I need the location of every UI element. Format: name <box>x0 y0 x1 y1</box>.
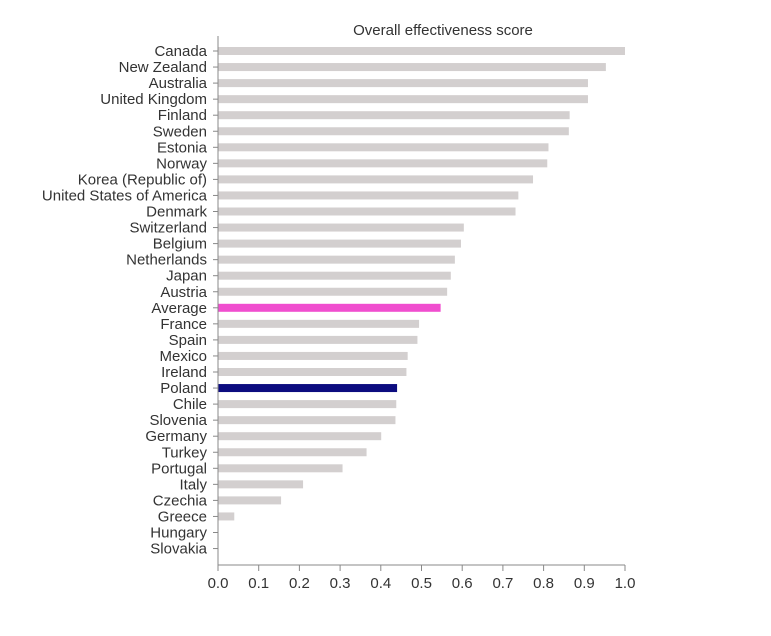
bar-poland <box>218 384 398 393</box>
x-tick-label-9: 0.9 <box>574 575 595 592</box>
bar-switzerland <box>218 223 464 232</box>
category-label-norway: Norway <box>156 155 207 172</box>
bar-denmark <box>218 207 516 216</box>
category-label-chile: Chile <box>173 396 207 413</box>
category-label-estonia: Estonia <box>157 139 208 156</box>
category-label-australia: Australia <box>149 75 208 92</box>
category-label-hungary: Hungary <box>150 525 207 542</box>
bar-new-zealand <box>218 63 606 72</box>
category-label-austria: Austria <box>160 284 207 301</box>
category-label-korea-republic-of: Korea (Republic of) <box>78 171 207 188</box>
bar-france <box>218 319 420 328</box>
bar-portugal <box>218 464 343 473</box>
bar-austria <box>218 287 448 296</box>
bar-canada <box>218 47 625 55</box>
category-label-average: Average <box>151 300 207 317</box>
bar-germany <box>218 432 382 441</box>
category-label-united-states-of-america: United States of America <box>42 187 208 204</box>
category-label-greece: Greece <box>158 508 207 525</box>
x-tick-label-10: 1.0 <box>615 575 636 592</box>
bar-netherlands <box>218 255 455 264</box>
bar-greece <box>218 512 235 521</box>
category-label-netherlands: Netherlands <box>126 252 207 269</box>
bar-spain <box>218 335 418 344</box>
category-label-spain: Spain <box>169 332 207 349</box>
chart-title: Overall effectiveness score <box>353 22 533 39</box>
category-label-france: France <box>160 316 207 333</box>
bar-average <box>218 303 441 312</box>
category-label-new-zealand: New Zealand <box>119 59 207 76</box>
x-tick-label-3: 0.3 <box>330 575 351 592</box>
bar-mexico <box>218 351 408 360</box>
bar-united-kingdom <box>218 95 588 104</box>
bar-sweden <box>218 127 569 136</box>
category-label-finland: Finland <box>158 107 207 124</box>
bar-slovenia <box>218 416 396 425</box>
category-label-slovenia: Slovenia <box>149 412 207 429</box>
x-tick-label-8: 0.8 <box>533 575 554 592</box>
bars-layer <box>218 47 625 521</box>
category-label-czechia: Czechia <box>153 492 208 509</box>
x-tick-label-6: 0.6 <box>452 575 473 592</box>
bar-estonia <box>218 143 549 152</box>
category-label-italy: Italy <box>179 476 207 493</box>
bar-japan <box>218 271 451 280</box>
category-label-united-kingdom: United Kingdom <box>100 91 207 108</box>
category-label-belgium: Belgium <box>153 236 207 253</box>
category-label-japan: Japan <box>166 268 207 285</box>
x-tick-label-0: 0.0 <box>208 575 229 592</box>
category-label-germany: Germany <box>145 428 207 445</box>
x-tick-label-4: 0.4 <box>370 575 391 592</box>
x-tick-label-7: 0.7 <box>492 575 513 592</box>
category-label-mexico: Mexico <box>159 348 207 365</box>
bar-ireland <box>218 368 407 376</box>
category-label-sweden: Sweden <box>153 123 207 140</box>
category-label-turkey: Turkey <box>162 444 208 461</box>
bar-chile <box>218 400 397 409</box>
bar-belgium <box>218 239 461 248</box>
bar-norway <box>218 159 548 168</box>
bar-finland <box>218 111 570 120</box>
bar-turkey <box>218 448 367 457</box>
category-label-canada: Canada <box>154 43 207 60</box>
category-label-ireland: Ireland <box>161 364 207 381</box>
x-axis-ticks: 0.0 0.1 0.2 0.3 0.4 0.5 0.6 0.7 0.8 0.9 1.0 <box>208 565 636 592</box>
bar-united-states-of-america <box>218 191 519 200</box>
bar-korea-republic-of <box>218 175 534 184</box>
x-tick-label-1: 0.1 <box>248 575 269 592</box>
bar-italy <box>218 480 304 489</box>
bar-australia <box>218 79 588 88</box>
category-label-portugal: Portugal <box>151 460 207 477</box>
category-label-slovakia: Slovakia <box>150 541 207 558</box>
x-tick-label-2: 0.2 <box>289 575 310 592</box>
bar-czechia <box>218 496 282 505</box>
category-label-poland: Poland <box>160 380 207 397</box>
category-label-switzerland: Switzerland <box>129 220 207 237</box>
x-tick-label-5: 0.5 <box>411 575 432 592</box>
category-label-denmark: Denmark <box>146 204 207 221</box>
